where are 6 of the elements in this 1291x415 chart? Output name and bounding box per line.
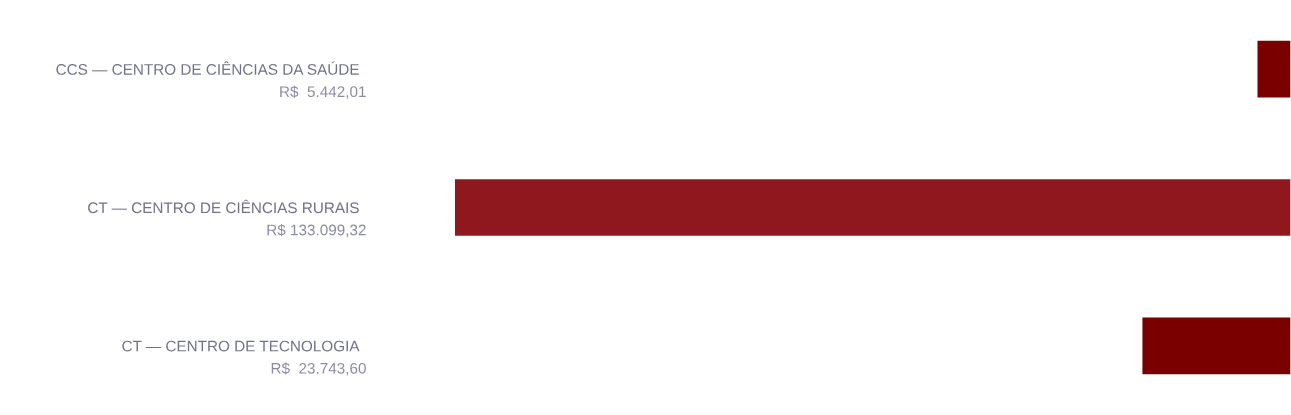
y-tick-label: CT — CENTRO DE TECNOLOGIA: [122, 340, 360, 352]
y-tick-label: CT — CENTRO DE CIÊNCIAS RURAIS: [88, 199, 359, 214]
data-label: R$ 23.743,60: [271, 362, 366, 376]
y-tick-label: CCS — CENTRO DE CIÊNCIAS DA SAÚDE: [56, 61, 359, 75]
data-label: R$ 5.442,01: [280, 85, 366, 99]
data-label: R$ 133.099,32: [267, 223, 366, 238]
